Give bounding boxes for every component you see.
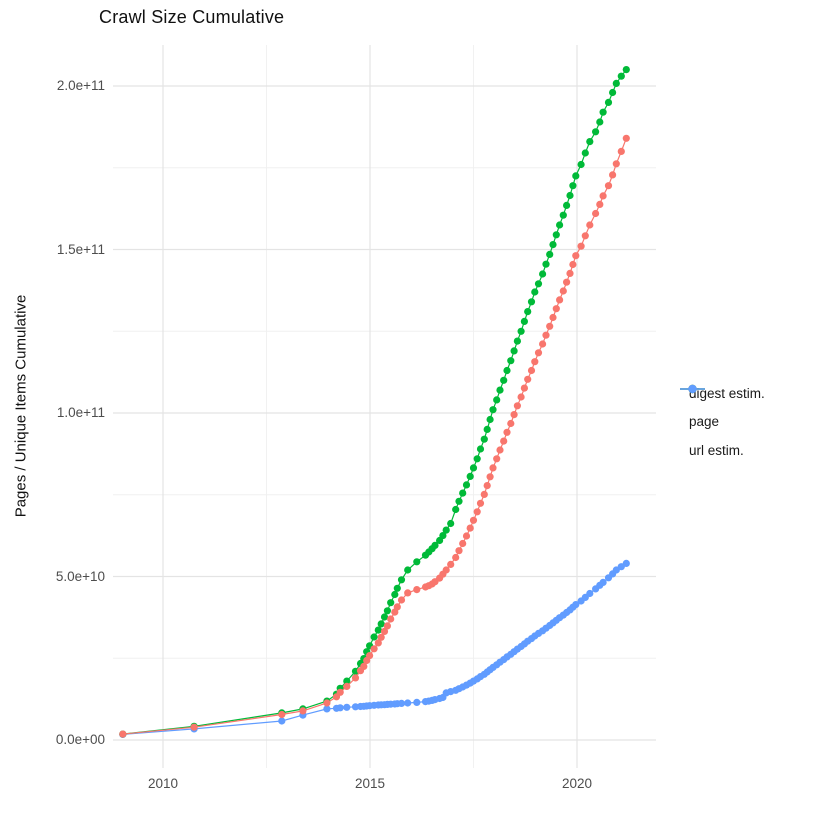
- x-tick-label-2020: 2020: [561, 776, 593, 791]
- y-tick-label-0: 0.0e+00: [55, 732, 105, 747]
- x-tick-label-2015: 2015: [354, 776, 386, 791]
- x-tick-label-2010: 2010: [147, 776, 179, 791]
- y-tick-label-1-5e11: 1.5e+11: [56, 242, 105, 257]
- legend-item-page: page: [679, 384, 765, 434]
- legend-key-icon: [680, 384, 705, 394]
- legend-item-label: url estim.: [689, 442, 744, 458]
- legend-item-label: digest estim.: [689, 385, 765, 401]
- y-tick-label-2e11: 2.0e+11: [56, 78, 105, 93]
- legend-item-url-estim: url estim.: [679, 384, 765, 462]
- y-tick-label-1e11: 1.0e+11: [56, 405, 105, 420]
- legend-item-label: page: [689, 414, 720, 429]
- y-tick-label-5e10: 5.0e+10: [55, 569, 105, 584]
- chart-title: Crawl Size Cumulative: [99, 7, 285, 27]
- legend: digest estim. page url estim.: [679, 381, 765, 467]
